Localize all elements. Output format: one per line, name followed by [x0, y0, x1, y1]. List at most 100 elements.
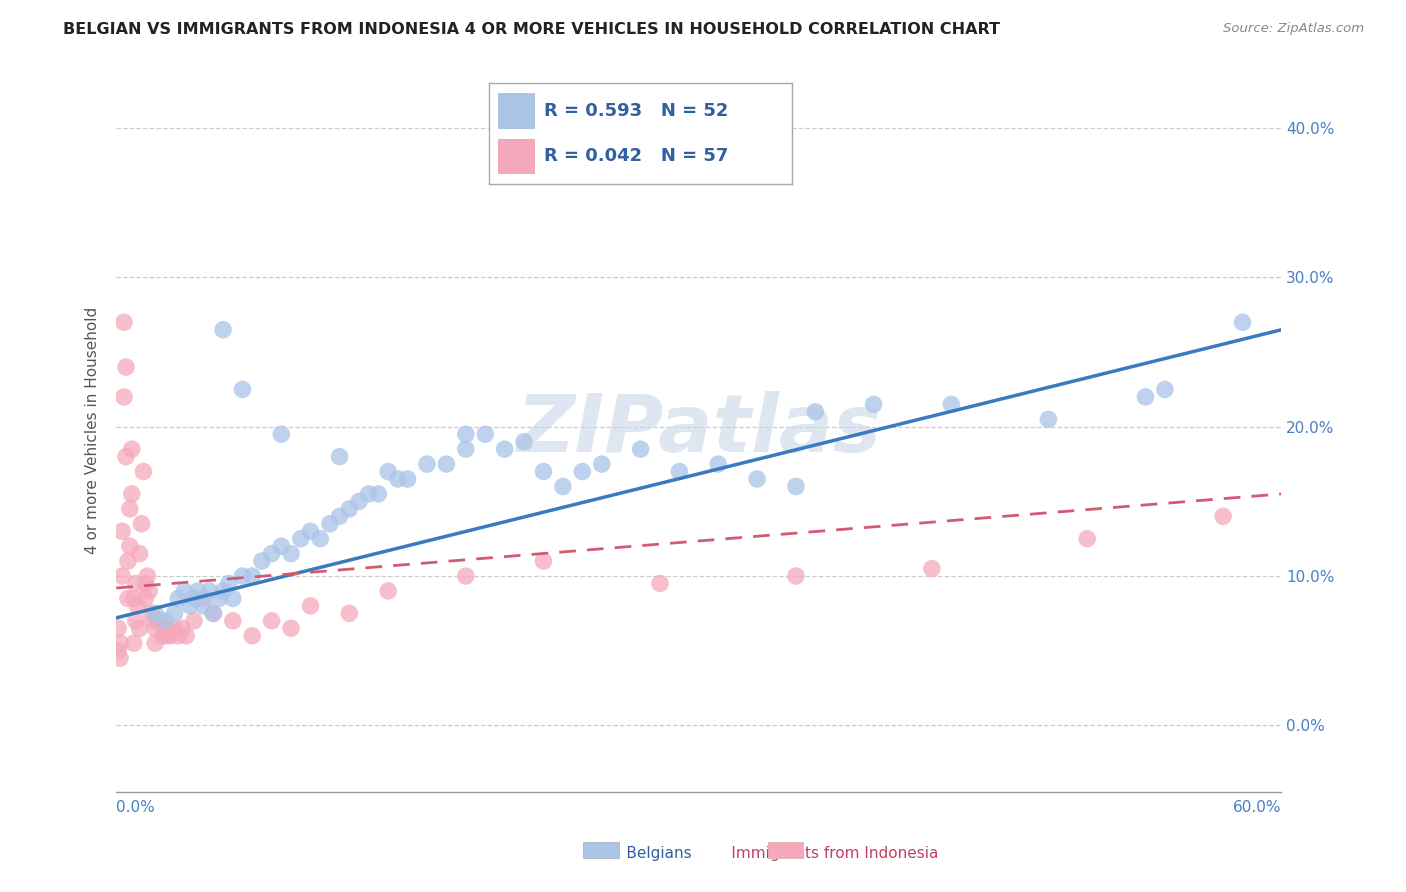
Point — [270, 539, 292, 553]
Point — [159, 629, 181, 643]
Point — [142, 614, 165, 628]
Point — [108, 651, 131, 665]
Point — [156, 621, 179, 635]
Point — [183, 591, 205, 606]
Y-axis label: 4 or more Vehicles in Household: 4 or more Vehicles in Household — [86, 307, 100, 554]
Point — [941, 397, 963, 411]
Point — [117, 554, 139, 568]
Point — [218, 576, 240, 591]
Point — [173, 584, 195, 599]
Point — [115, 450, 138, 464]
Point — [745, 472, 768, 486]
Point — [121, 487, 143, 501]
Point — [198, 584, 221, 599]
Point — [183, 614, 205, 628]
Point — [172, 621, 194, 635]
Point — [167, 629, 190, 643]
Point — [127, 599, 149, 613]
Point — [785, 479, 807, 493]
Point — [396, 472, 419, 486]
Point — [143, 621, 166, 635]
Point — [785, 569, 807, 583]
Point — [128, 547, 150, 561]
Point — [260, 614, 283, 628]
Point — [202, 607, 225, 621]
Point — [434, 457, 457, 471]
Point — [377, 465, 399, 479]
Point — [270, 427, 292, 442]
Point — [131, 516, 153, 531]
Point — [707, 457, 730, 471]
Point — [630, 442, 652, 457]
Point — [112, 315, 135, 329]
Point — [921, 561, 943, 575]
Point — [231, 569, 253, 583]
Point — [193, 599, 215, 613]
Point — [240, 569, 263, 583]
Point — [533, 554, 555, 568]
Point — [128, 621, 150, 635]
Point — [132, 465, 155, 479]
Point — [152, 629, 174, 643]
Point — [107, 643, 129, 657]
Text: ZIPatlas: ZIPatlas — [516, 392, 882, 469]
Point — [260, 547, 283, 561]
Point — [163, 607, 186, 621]
Text: Immigrants from Indonesia: Immigrants from Indonesia — [707, 846, 938, 861]
Point — [163, 621, 186, 635]
Point — [1076, 532, 1098, 546]
Point — [121, 442, 143, 457]
Text: 0.0%: 0.0% — [117, 800, 155, 815]
Point — [153, 629, 176, 643]
Point — [134, 591, 156, 606]
Point — [299, 524, 322, 539]
Point — [513, 434, 536, 449]
Point — [136, 569, 159, 583]
Point — [299, 599, 322, 613]
Point — [454, 442, 477, 457]
Point — [1038, 412, 1060, 426]
Point — [250, 554, 273, 568]
Point — [1212, 509, 1234, 524]
Text: 60.0%: 60.0% — [1233, 800, 1281, 815]
Point — [148, 614, 170, 628]
Point — [117, 591, 139, 606]
Point — [648, 576, 671, 591]
Point — [804, 405, 827, 419]
Point — [193, 591, 215, 606]
Point — [108, 636, 131, 650]
Text: Source: ZipAtlas.com: Source: ZipAtlas.com — [1223, 22, 1364, 36]
Point — [551, 479, 574, 493]
Point — [280, 547, 302, 561]
Point — [153, 614, 176, 628]
Point — [474, 427, 496, 442]
Point — [179, 599, 201, 613]
Point — [290, 532, 312, 546]
Point — [222, 614, 245, 628]
Point — [141, 607, 163, 621]
Point — [668, 465, 690, 479]
Point — [280, 621, 302, 635]
Text: Belgians: Belgians — [602, 846, 692, 861]
Point — [454, 569, 477, 583]
Point — [111, 524, 134, 539]
Point — [174, 629, 197, 643]
Point — [118, 539, 141, 553]
Point — [112, 390, 135, 404]
Point — [357, 487, 380, 501]
Point — [202, 607, 225, 621]
Point — [125, 614, 148, 628]
Point — [222, 591, 245, 606]
Point — [212, 323, 235, 337]
Point — [111, 569, 134, 583]
Point — [347, 494, 370, 508]
Point — [329, 450, 352, 464]
Point — [125, 576, 148, 591]
Point — [1135, 390, 1157, 404]
Point — [571, 465, 593, 479]
Point — [212, 584, 235, 599]
Point — [167, 591, 190, 606]
Point — [118, 501, 141, 516]
Point — [329, 509, 352, 524]
Point — [377, 584, 399, 599]
